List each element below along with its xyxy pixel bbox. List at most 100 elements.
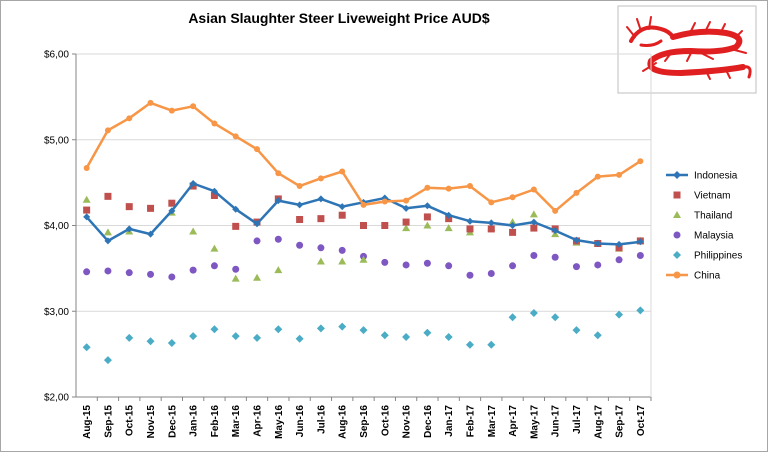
legend-item-indonesia: Indonesia bbox=[666, 171, 738, 182]
china-point bbox=[339, 168, 346, 175]
indonesia-point bbox=[615, 240, 623, 248]
vietnam-point bbox=[296, 215, 304, 223]
china-point bbox=[445, 185, 452, 192]
x-tick-label: Sep-15 bbox=[103, 405, 114, 438]
indonesia-point bbox=[189, 179, 197, 187]
vietnam-point bbox=[360, 222, 367, 229]
malaysia-point bbox=[594, 261, 602, 269]
x-tick-labels: Aug-15 Sep-15 Oct-15 Nov-15 Dec-15 Jan-16 Feb-… bbox=[82, 397, 652, 439]
vietnam-point bbox=[509, 228, 517, 236]
thailand-point bbox=[338, 257, 347, 265]
philippines-point bbox=[210, 325, 219, 334]
indonesia-point bbox=[274, 197, 282, 205]
thailand-point bbox=[189, 227, 198, 235]
x-tick-label: Mar-16 bbox=[231, 405, 242, 438]
thailand-point bbox=[316, 257, 325, 265]
indonesia-point bbox=[296, 201, 304, 209]
x-tick-label: Jul-17 bbox=[572, 405, 583, 434]
malaysia-point bbox=[423, 259, 431, 267]
legend-item-philippines: Philippines bbox=[673, 251, 742, 262]
x-tick-label: Jun-16 bbox=[295, 405, 306, 438]
philippines-point bbox=[274, 325, 283, 334]
malaysia-point bbox=[466, 271, 474, 279]
philippines-point bbox=[593, 331, 602, 340]
x-tick-label: Jan-17 bbox=[444, 405, 455, 437]
vietnam-point bbox=[487, 225, 495, 233]
legend-marker bbox=[673, 211, 681, 218]
legend-item-thailand: Thailand bbox=[673, 211, 732, 222]
china-point bbox=[317, 175, 324, 182]
legend-label: Vietnam bbox=[694, 191, 731, 202]
thailand-point bbox=[253, 273, 262, 281]
philippines-point bbox=[380, 331, 389, 340]
x-tick-label: Mar-17 bbox=[487, 405, 498, 438]
china-point bbox=[616, 171, 623, 178]
philippines-point bbox=[615, 310, 624, 319]
china-point bbox=[530, 186, 537, 193]
vietnam-point bbox=[466, 225, 474, 233]
legend-item-malaysia: Malaysia bbox=[673, 231, 734, 242]
vietnam-point bbox=[168, 199, 176, 207]
philippines-point bbox=[189, 332, 198, 341]
indonesia-point bbox=[104, 237, 112, 245]
x-tick-label: Nov-16 bbox=[402, 405, 413, 439]
china-point bbox=[552, 207, 559, 214]
vietnam-point bbox=[104, 192, 112, 200]
indonesia-point bbox=[125, 225, 133, 233]
malaysia-point bbox=[189, 266, 197, 274]
malaysia-point bbox=[487, 270, 495, 278]
philippines-point bbox=[103, 356, 112, 365]
x-tick-label: Jun-17 bbox=[551, 405, 562, 438]
thailand-point bbox=[82, 195, 91, 203]
philippines-point bbox=[316, 324, 325, 333]
china-point bbox=[381, 198, 388, 205]
x-tick-label: Jan-16 bbox=[189, 405, 200, 437]
x-tick-label: Aug-17 bbox=[593, 405, 604, 439]
vietnam-point bbox=[317, 215, 325, 223]
philippines-point bbox=[82, 343, 91, 352]
legend-label: Malaysia bbox=[694, 231, 734, 242]
series-layer bbox=[82, 99, 645, 365]
china-point bbox=[403, 197, 410, 204]
x-tick-label: Feb-17 bbox=[465, 405, 476, 438]
vietnam-point bbox=[402, 218, 410, 226]
thailand-point bbox=[210, 244, 219, 252]
malaysia-point bbox=[572, 263, 580, 271]
indonesia-point bbox=[147, 230, 155, 238]
x-tick-label: Jul-16 bbox=[316, 405, 327, 434]
malaysia-point bbox=[125, 269, 133, 277]
china-point bbox=[424, 184, 431, 191]
philippines-point bbox=[253, 333, 262, 342]
china-point bbox=[488, 199, 495, 206]
vietnam-point bbox=[381, 222, 389, 229]
vietnam-point bbox=[83, 206, 91, 214]
x-tick-label: Oct-17 bbox=[636, 405, 647, 437]
philippines-point bbox=[146, 337, 155, 346]
vietnam-point bbox=[147, 204, 155, 212]
china-point bbox=[83, 165, 90, 172]
china-point bbox=[509, 194, 516, 201]
malaysia-point bbox=[147, 270, 155, 278]
indonesia-point bbox=[445, 211, 453, 219]
indonesia-point bbox=[253, 220, 261, 228]
indonesia-point bbox=[317, 195, 325, 203]
legend-label: Philippines bbox=[694, 251, 742, 262]
thailand-point bbox=[423, 221, 432, 229]
malaysia-point bbox=[104, 267, 112, 275]
indonesia-point bbox=[423, 202, 431, 210]
x-tick-label: May-17 bbox=[529, 405, 540, 439]
legend-marker bbox=[673, 231, 681, 239]
indonesia-point bbox=[210, 187, 218, 195]
thailand-point bbox=[402, 224, 411, 232]
malaysia-point bbox=[636, 252, 644, 260]
philippines-point bbox=[295, 334, 304, 343]
philippines-point bbox=[508, 313, 517, 322]
y-tick-label: $3,00 bbox=[44, 307, 69, 318]
china-point bbox=[275, 170, 282, 177]
y-tick-labels: $2,00 $3,00 $4,00 $5,00 $6,00 bbox=[44, 50, 69, 404]
indonesia-point bbox=[168, 207, 176, 215]
indonesia-point bbox=[636, 238, 644, 246]
china-point bbox=[104, 127, 111, 134]
series-malaysia bbox=[83, 235, 644, 281]
philippines-point bbox=[338, 322, 347, 331]
